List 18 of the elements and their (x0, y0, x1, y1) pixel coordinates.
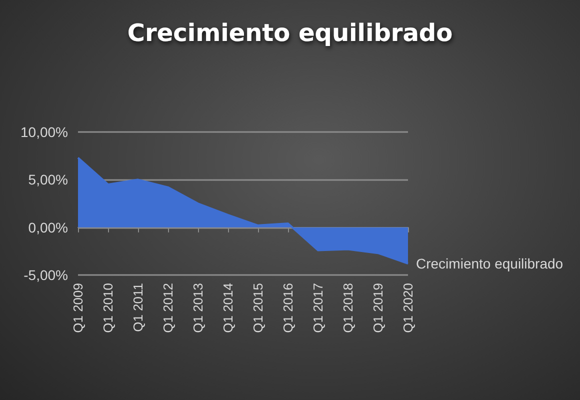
x-tick-label: Q1 2018 (340, 283, 356, 333)
x-tick-label: Q1 2012 (160, 283, 176, 333)
y-tick-label: -5,00% (24, 267, 68, 283)
series-label: Crecimiento equilibrado (416, 256, 564, 272)
x-tick-label: Q1 2010 (100, 283, 116, 333)
x-tick-label: Q1 2020 (400, 283, 416, 333)
x-tick-label: Q1 2016 (280, 283, 296, 333)
chart-title: Crecimiento equilibrado (127, 19, 453, 47)
x-tick-label: Q1 2015 (250, 283, 266, 333)
x-tick-label: Q1 2013 (190, 283, 206, 333)
x-tick-label: Q1 2017 (310, 283, 326, 333)
y-tick-label: 0,00% (28, 219, 68, 236)
y-tick-label: 10,00% (20, 124, 68, 140)
x-tick-label: Q1 2019 (370, 283, 386, 333)
x-tick-label: Q1 2011 (130, 283, 146, 332)
y-tick-label: 5,00% (28, 172, 68, 188)
x-tick-label: Q1 2009 (70, 283, 86, 333)
x-tick-label: Q1 2014 (220, 283, 236, 333)
